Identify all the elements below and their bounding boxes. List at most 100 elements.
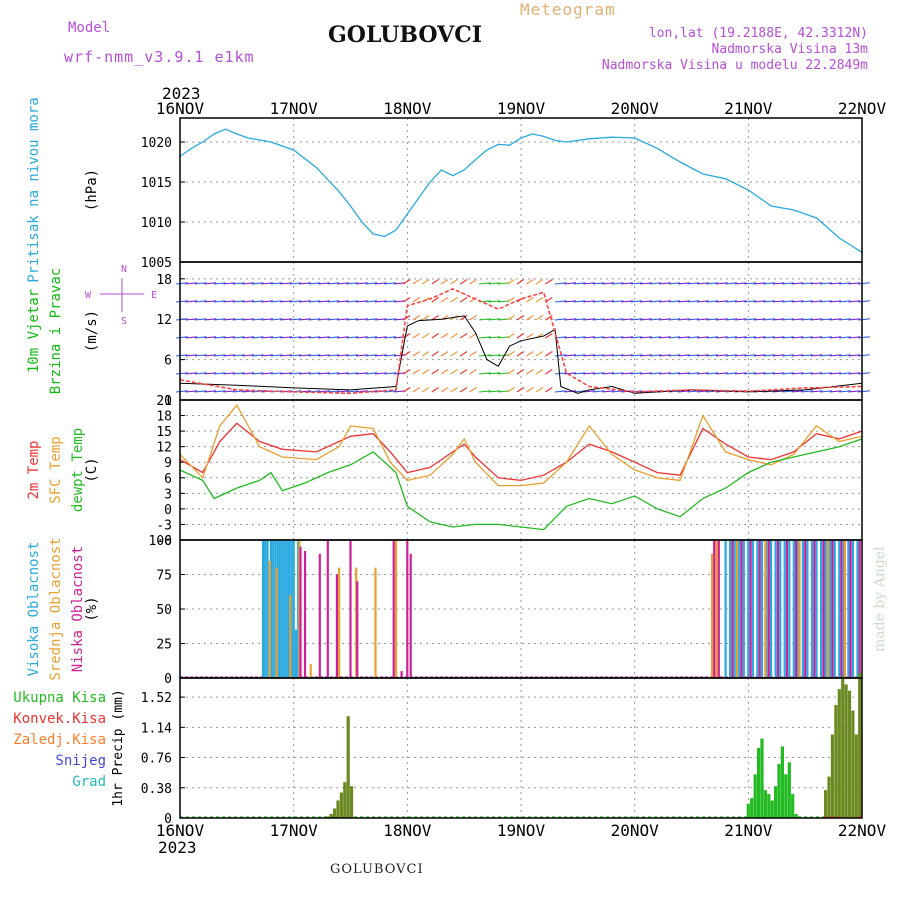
wind-barb <box>355 336 368 339</box>
bar-precip-0 <box>844 684 848 818</box>
wind-barb <box>393 318 406 321</box>
wind-barb <box>318 282 330 285</box>
panel-label: Srednja Oblacnost <box>48 537 64 680</box>
wind-barb <box>545 351 553 357</box>
wind-barb <box>592 282 605 285</box>
wind-barb <box>573 390 586 393</box>
bar-cloud-0 <box>792 540 795 678</box>
wind-barb <box>763 354 776 357</box>
wind-barb <box>640 318 652 321</box>
panel-label: (m/s) <box>84 310 100 352</box>
wind-barb <box>573 354 586 357</box>
wind-barb <box>583 282 596 285</box>
wind-barb <box>421 387 430 393</box>
y-tick-label: 6 <box>164 354 172 369</box>
wind-barb <box>232 390 245 393</box>
panel-label: Niska Oblacnost <box>70 546 86 672</box>
wind-barb <box>725 318 738 321</box>
wind-barb <box>421 315 430 321</box>
wind-barb <box>810 336 823 339</box>
wind-barb <box>402 315 411 321</box>
wind-barb <box>232 336 245 339</box>
wind-barb <box>384 372 397 375</box>
wind-barb <box>318 354 330 357</box>
wind-barb <box>175 354 188 357</box>
bar-precip-0 <box>794 814 798 818</box>
wind-barb <box>592 390 605 393</box>
bar-precip-0 <box>851 710 855 818</box>
wind-barb <box>318 318 330 321</box>
wind-barb <box>630 336 643 339</box>
wind-barb <box>289 336 302 339</box>
wind-barb <box>336 336 349 339</box>
wind-barb <box>602 390 615 393</box>
wind-barb <box>402 279 411 285</box>
wind-barb <box>801 354 813 357</box>
wind-barb <box>336 390 349 393</box>
wind-barb <box>374 336 387 339</box>
panel-label: Visoka Oblacnost <box>26 542 42 677</box>
wind-barb <box>839 336 851 339</box>
bar-precip-0 <box>350 786 354 818</box>
year-bottom: 2023 <box>158 838 197 857</box>
wind-barb <box>791 354 804 357</box>
wind-barb <box>545 315 553 321</box>
bar-cloud-2 <box>335 574 338 678</box>
wind-barb <box>583 336 596 339</box>
wind-barb <box>564 318 577 321</box>
wind-barb <box>583 300 596 303</box>
wind-barb <box>479 372 491 375</box>
wind-barb <box>365 300 378 303</box>
wind-barb <box>820 336 832 339</box>
wind-barb <box>630 282 643 285</box>
station-title: GOLUBOVCI <box>328 22 483 48</box>
wind-barb <box>677 336 690 339</box>
bar-precip-0 <box>746 803 750 818</box>
bar-precip-1 <box>837 816 841 818</box>
bar-cloud-0 <box>733 540 736 678</box>
wind-barb <box>791 300 804 303</box>
wind-barb <box>602 372 615 375</box>
wind-barb <box>753 318 766 321</box>
bar-cloud-0 <box>297 540 300 678</box>
panel-label: (hPa) <box>84 169 100 211</box>
wind-barb <box>374 282 387 285</box>
wind-barb <box>412 315 421 321</box>
wind-barb <box>450 369 458 375</box>
bar-precip-0 <box>346 716 350 818</box>
wind-barb <box>696 390 709 393</box>
bar-precip-0 <box>763 790 767 818</box>
wind-barb <box>744 318 757 321</box>
wind-barb <box>687 390 700 393</box>
wind-barb <box>346 372 359 375</box>
wind-barb <box>801 372 813 375</box>
wind-barb <box>289 318 302 321</box>
wind-barb <box>431 333 439 339</box>
wind-barb <box>829 390 842 393</box>
wind-barb <box>592 336 605 339</box>
wind-barb <box>573 282 586 285</box>
bar-cloud-0 <box>815 540 818 678</box>
bar-precip-0 <box>847 690 852 818</box>
legend-label: Snijeg <box>55 753 106 769</box>
wind-barb <box>270 354 283 357</box>
wind-barb <box>602 300 615 303</box>
wind-barb <box>753 372 766 375</box>
elevation-label: Nadmorska Visina 13m <box>711 42 868 57</box>
wind-barb <box>839 282 851 285</box>
x-tick-label-bottom: 19NOV <box>497 821 546 840</box>
wind-barb <box>611 282 624 285</box>
wind-barb <box>715 318 728 321</box>
x-tick-label-top: 22NOV <box>838 99 887 118</box>
x-tick-label-top: 17NOV <box>270 99 319 118</box>
wind-barb <box>706 282 719 285</box>
wind-barb <box>280 372 292 375</box>
wind-barb <box>251 282 264 285</box>
bar-cloud-2 <box>356 581 359 678</box>
wind-barb <box>194 372 207 375</box>
bar-cloud-0 <box>281 540 284 678</box>
wind-barb <box>194 282 207 285</box>
wind-barb <box>175 300 188 303</box>
x-tick-label-top: 18NOV <box>383 99 432 118</box>
wind-barb <box>374 354 387 357</box>
